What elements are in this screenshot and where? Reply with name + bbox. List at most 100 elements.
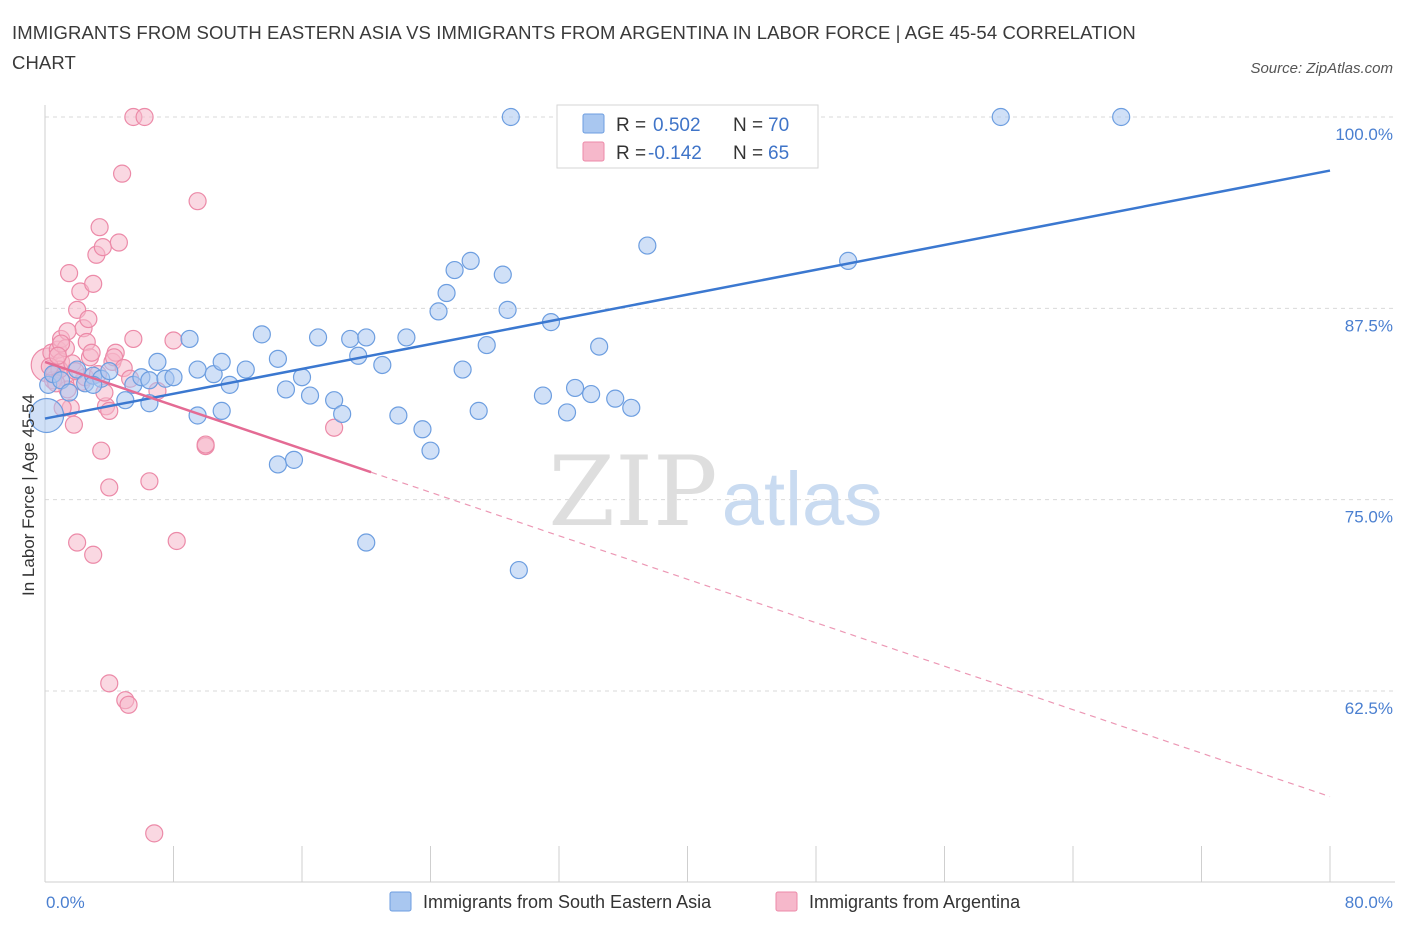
point-south-eastern-asia [413,420,432,439]
series-legend: Immigrants from South Eastern Asia Immig… [389,891,1021,912]
point-south-eastern-asia [252,325,271,344]
trend-line-argentina-extension [370,471,1331,798]
point-south-eastern-asia [308,328,328,347]
point-argentina [119,695,138,714]
point-south-eastern-asia [445,260,464,280]
point-argentina [140,472,159,491]
point-south-eastern-asia [437,283,456,303]
point-south-eastern-asia [533,386,553,405]
point-south-eastern-asia [373,355,392,375]
bottom-legend-swatch-blue [389,891,412,912]
point-argentina [48,346,67,365]
legend-r-value: -0.142 [648,143,702,164]
chart-title: IMMIGRANTS FROM SOUTH EASTERN ASIA VS IM… [12,22,1136,73]
point-argentina [79,309,98,329]
point-south-eastern-asia [453,360,472,379]
watermark-atlas: atlas [722,457,883,542]
point-south-eastern-asia [116,391,135,410]
point-south-eastern-asia [212,352,231,372]
point-argentina [135,107,154,127]
point-south-eastern-asia [565,378,585,398]
point-argentina [167,531,186,551]
grid [45,116,1395,692]
bottom-legend-swatch-pink [775,891,798,912]
bottom-legend-label: Immigrants from South Eastern Asia [423,892,712,912]
point-argentina [109,233,128,252]
point-south-eastern-asia [498,300,517,319]
point-argentina [84,274,103,293]
point-south-eastern-asia [268,349,288,368]
watermark: ZIP atlas [548,436,882,548]
point-argentina [196,435,215,454]
point-south-eastern-asia [421,441,440,460]
source-label: Source: ZipAtlas.com [1250,60,1393,77]
point-argentina [188,192,207,211]
point-south-eastern-asia [461,251,480,270]
point-south-eastern-asia [477,335,496,355]
point-south-eastern-asia [429,302,448,321]
point-argentina [59,264,79,283]
legend-n-label: N = [733,115,763,136]
x-tick-label: 80.0% [1345,893,1393,912]
point-south-eastern-asia [148,352,167,372]
point-south-eastern-asia [100,361,119,381]
trend-line-argentina [44,360,372,474]
point-south-eastern-asia [333,404,352,424]
point-south-eastern-asia [140,371,159,390]
point-argentina [145,824,164,843]
point-south-eastern-asia [590,337,609,356]
series-argentina-points [30,107,344,843]
point-south-eastern-asia [509,560,528,580]
point-argentina [64,415,84,434]
point-south-eastern-asia [557,403,577,422]
point-south-eastern-asia [501,107,520,127]
point-argentina [124,329,143,349]
point-south-eastern-asia [357,328,376,347]
y-tick-label: 100.0% [1335,125,1393,144]
trend-line-south-eastern-asia [44,169,1331,420]
point-south-eastern-asia [1112,107,1131,127]
point-south-eastern-asia [991,107,1010,127]
point-south-eastern-asia [357,533,376,552]
point-argentina [164,331,183,350]
point-argentina [100,674,119,693]
point-south-eastern-asia [325,391,344,410]
point-south-eastern-asia [268,455,288,474]
legend-n-value: 65 [768,143,789,164]
point-argentina [84,545,103,564]
point-south-eastern-asia [188,360,207,379]
point-south-eastern-asia [638,236,657,255]
legend-n-value: 70 [768,115,789,136]
legend-r-label: R = [616,115,646,136]
y-tick-label: 62.5% [1345,699,1393,718]
point-south-eastern-asia [389,406,408,425]
point-south-eastern-asia [469,401,488,420]
point-south-eastern-asia [341,329,360,349]
trend-lines [44,169,1331,798]
axes [44,105,1395,883]
point-argentina [325,418,344,437]
point-south-eastern-asia [606,389,625,408]
point-argentina [112,164,132,183]
legend-swatch-blue [582,113,605,134]
point-south-eastern-asia [236,360,255,379]
point-south-eastern-asia [180,329,199,349]
x-tick-label: 0.0% [46,893,85,912]
point-south-eastern-asia [397,328,416,347]
legend-swatch-pink [582,141,605,162]
point-south-eastern-asia [284,450,304,469]
point-south-eastern-asia [300,386,320,405]
legend-r-label: R = [616,143,646,164]
point-south-eastern-asia [59,383,79,402]
correlation-legend: R = 0.502 N = 70 R = -0.142 N = 65 [556,104,819,169]
point-south-eastern-asia [582,384,601,404]
point-south-eastern-asia [212,401,231,420]
point-south-eastern-asia [493,265,512,284]
point-south-eastern-asia [164,368,183,387]
point-argentina [93,238,112,257]
point-argentina [100,478,119,497]
point-argentina [82,343,101,362]
legend-n-label: N = [733,143,763,164]
point-south-eastern-asia [622,398,641,417]
bottom-legend-label: Immigrants from Argentina [809,892,1021,912]
